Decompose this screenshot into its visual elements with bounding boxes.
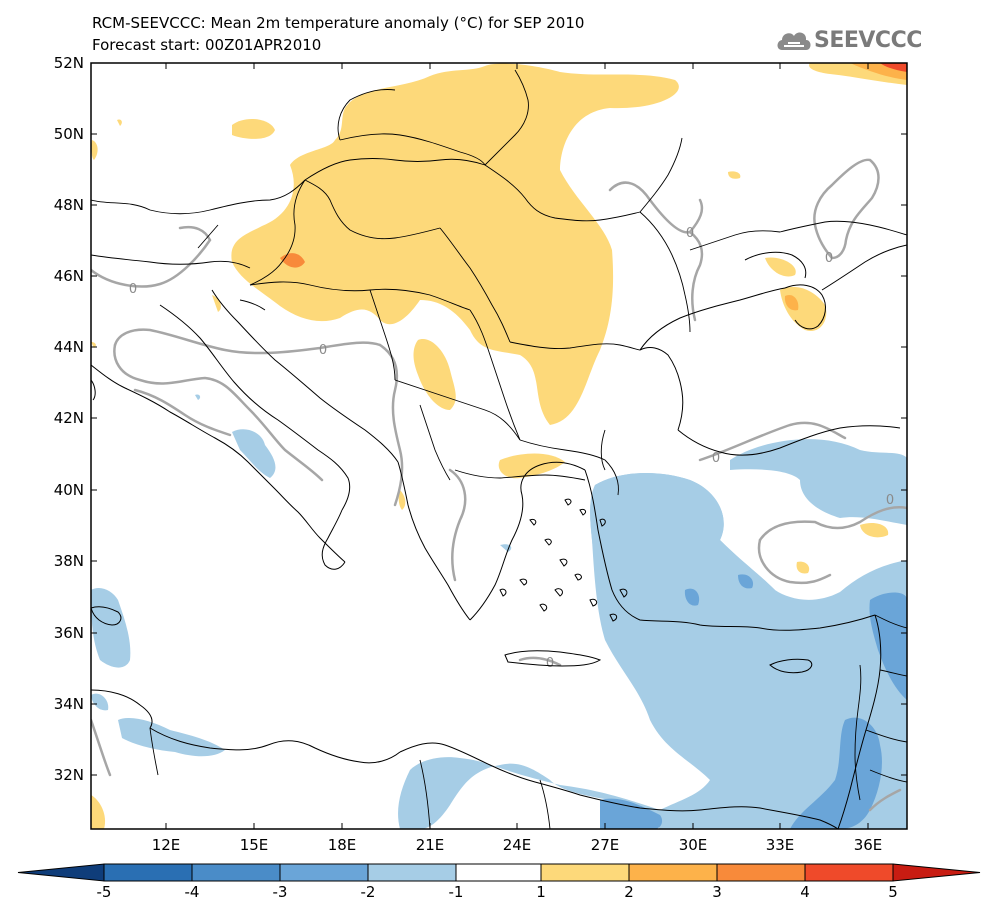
colorbar-label: 1 xyxy=(536,883,546,901)
contour-label: 0 xyxy=(886,493,894,508)
lon-tick-label: 27E xyxy=(591,836,620,854)
colorbar-label: -1 xyxy=(449,883,464,901)
map-subtitle: Forecast start: 00Z01APR2010 xyxy=(92,36,322,54)
lat-tick-label: 32N xyxy=(54,766,84,784)
lat-tick-label: 48N xyxy=(54,196,84,214)
seevccc-logo: SEEVCCC xyxy=(774,22,922,58)
lon-tick-label: 12E xyxy=(152,836,181,854)
colorbar-cell xyxy=(455,863,542,882)
contour-label: 0 xyxy=(129,282,137,297)
lon-tick-label: 15E xyxy=(240,836,269,854)
colorbar-arrow-right xyxy=(892,863,981,882)
axis-labels: 52N 50N 48N 46N 44N 42N 40N 38N 36N 34N 32N 12E 15E 1… xyxy=(54,54,883,854)
colorbar-label: -5 xyxy=(97,883,112,901)
coastlines xyxy=(91,244,907,829)
contour-label: 0 xyxy=(319,343,327,358)
colorbar-label: -3 xyxy=(273,883,288,901)
colorbar-label: 5 xyxy=(888,883,898,901)
colorbar-cell xyxy=(540,863,630,882)
map-area: 0 0 0 0 0 0 0 xyxy=(91,63,907,829)
colorbar-labels: -5 -4 -3 -2 -1 1 2 3 4 5 xyxy=(97,883,898,901)
lon-tick-label: 24E xyxy=(503,836,532,854)
colorbar-label: -4 xyxy=(185,883,200,901)
lat-tick-label: 34N xyxy=(54,695,84,713)
colorbar: -5 -4 -3 -2 -1 1 2 3 4 5 xyxy=(17,863,981,901)
lat-tick-label: 52N xyxy=(54,54,84,72)
lon-tick-label: 18E xyxy=(328,836,357,854)
contour-labels: 0 0 0 0 0 0 0 xyxy=(129,226,894,671)
lat-tick-label: 38N xyxy=(54,552,84,570)
lon-tick-label: 33E xyxy=(766,836,795,854)
colorbar-cells xyxy=(17,863,981,882)
colorbar-cell xyxy=(628,863,718,882)
lat-tick-label: 36N xyxy=(54,624,84,642)
colorbar-cell xyxy=(191,863,281,882)
strong-cold-regions xyxy=(600,574,907,829)
contour-label: 0 xyxy=(712,451,720,466)
colorbar-label: 4 xyxy=(800,883,810,901)
lon-tick-label: 21E xyxy=(416,836,445,854)
colorbar-cell xyxy=(716,863,806,882)
cloud-icon xyxy=(777,32,811,50)
logo-text: SEEVCCC xyxy=(814,28,922,53)
colorbar-cell xyxy=(367,863,457,882)
colorbar-label: 2 xyxy=(624,883,634,901)
lat-tick-label: 50N xyxy=(54,125,84,143)
lon-tick-label: 30E xyxy=(679,836,708,854)
country-borders xyxy=(91,69,907,829)
colorbar-label: -2 xyxy=(361,883,376,901)
map-title: RCM-SEEVCCC: Mean 2m temperature anomaly… xyxy=(92,14,585,32)
lat-tick-label: 44N xyxy=(54,338,84,356)
zero-contours xyxy=(91,158,907,812)
contour-label: 0 xyxy=(686,226,694,241)
colorbar-cell xyxy=(103,863,193,882)
colorbar-label: 3 xyxy=(712,883,722,901)
map-frame xyxy=(90,62,908,830)
lat-tick-label: 42N xyxy=(54,409,84,427)
lon-tick-label: 36E xyxy=(854,836,883,854)
contour-label: 0 xyxy=(546,656,554,671)
axis-ticks xyxy=(91,62,907,829)
lat-tick-label: 40N xyxy=(54,481,84,499)
colorbar-arrow-left xyxy=(17,863,105,882)
cold-anomaly-regions xyxy=(91,394,907,829)
colorbar-cell xyxy=(279,863,369,882)
lat-tick-label: 46N xyxy=(54,267,84,285)
contour-label: 0 xyxy=(825,251,833,266)
colorbar-cell xyxy=(804,863,894,882)
